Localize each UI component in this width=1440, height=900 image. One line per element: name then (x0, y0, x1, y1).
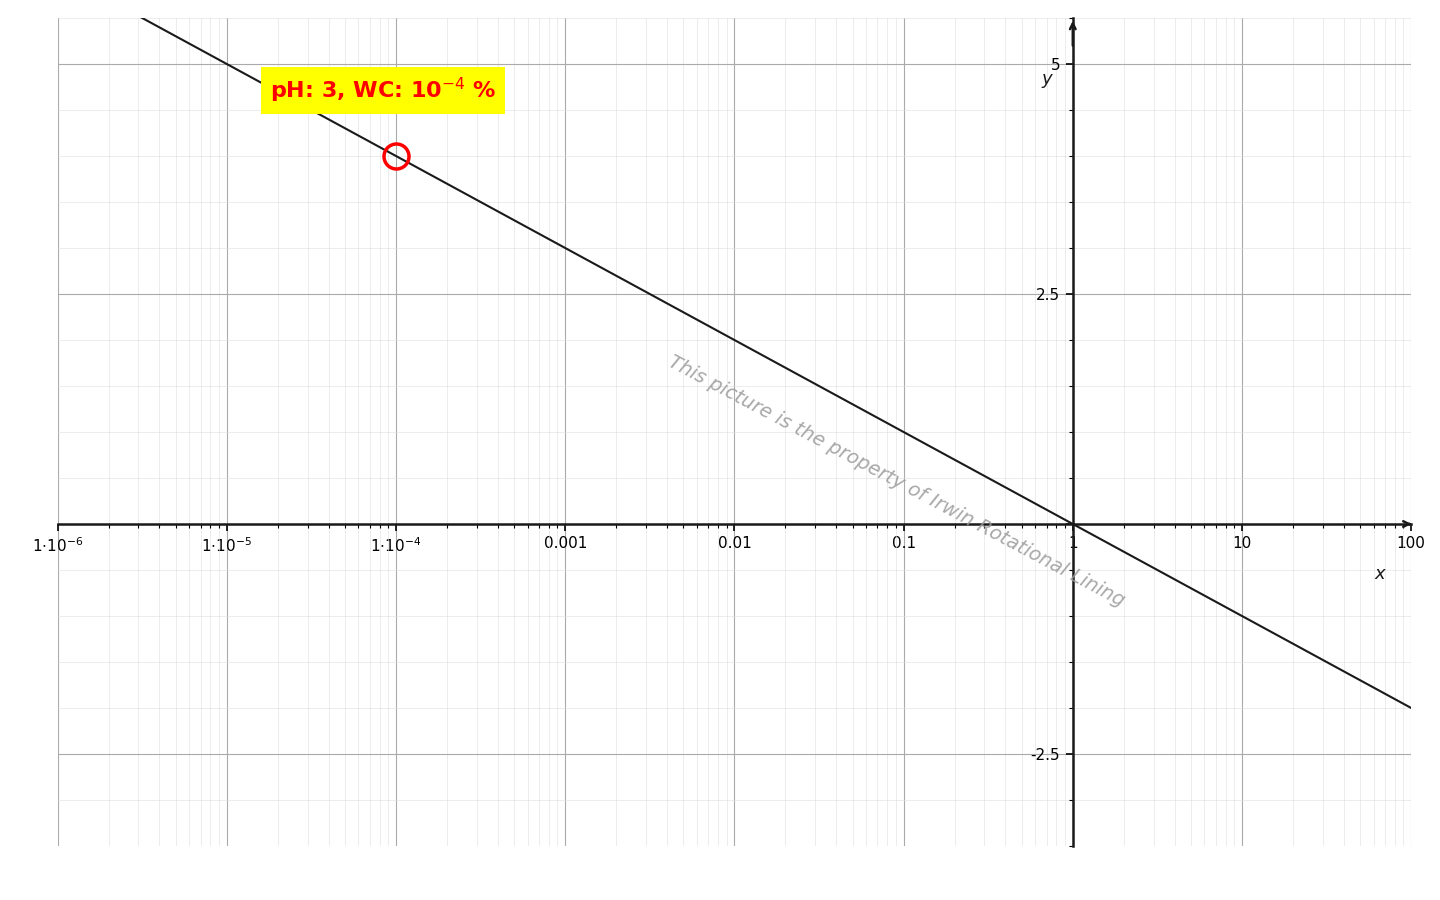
Text: pH: 3, WC: 10$^{-4}$ %: pH: 3, WC: 10$^{-4}$ % (269, 76, 497, 105)
Text: This picture is the property of Irwin Rotational Lining: This picture is the property of Irwin Ro… (665, 353, 1129, 611)
Text: y: y (1041, 69, 1051, 87)
Text: x: x (1374, 565, 1385, 583)
